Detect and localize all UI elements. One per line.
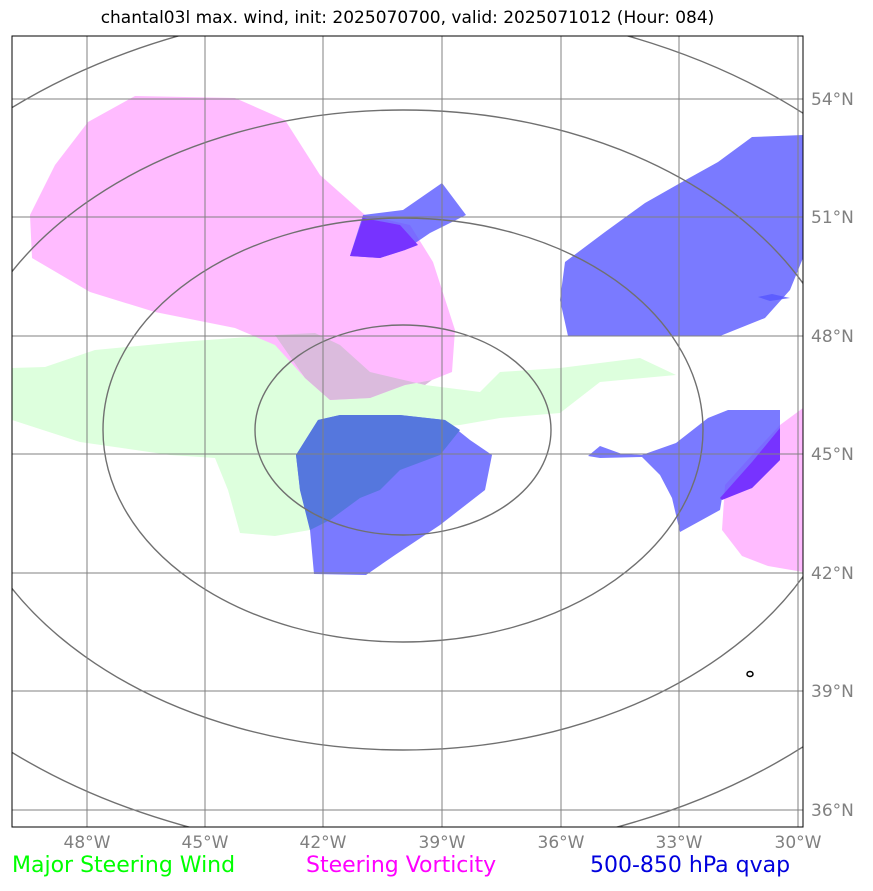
overlap-region <box>296 415 460 530</box>
range-ring <box>102 217 704 643</box>
qvap-region <box>758 294 790 301</box>
coastline-feature <box>746 670 754 678</box>
overlap-region <box>275 333 432 400</box>
lat-label: 51°N <box>811 208 854 228</box>
overlap-region <box>720 428 780 500</box>
map-title: chantal03l max. wind, init: 2025070700, … <box>100 8 715 28</box>
lon-label: 33°W <box>656 833 703 853</box>
overlap-region <box>350 218 418 258</box>
lon-label: 39°W <box>419 833 466 853</box>
plot-frame <box>11 35 804 828</box>
lon-label: 42°W <box>300 833 347 853</box>
lon-label: 30°W <box>775 833 822 853</box>
steering-vorticity-region <box>722 408 803 572</box>
lon-label: 45°W <box>182 833 229 853</box>
lat-label: 42°N <box>811 564 854 584</box>
lon-label: 48°W <box>64 833 111 853</box>
legend-qvap: 500-850 hPa qvap <box>590 853 791 878</box>
range-ring <box>254 324 552 536</box>
lat-label: 39°N <box>811 682 854 702</box>
qvap-region <box>560 135 803 336</box>
legend-steering-wind: Major Steering Wind <box>12 853 236 878</box>
lon-label: 36°W <box>538 833 585 853</box>
lat-label: 45°N <box>811 445 854 465</box>
legend-steering-vorticity: Steering Vorticity <box>306 853 497 878</box>
lat-label: 48°N <box>811 327 854 347</box>
lat-label: 36°N <box>811 801 854 821</box>
range-ring <box>12 109 803 751</box>
lat-label: 54°N <box>811 90 854 110</box>
qvap-region <box>588 410 780 532</box>
